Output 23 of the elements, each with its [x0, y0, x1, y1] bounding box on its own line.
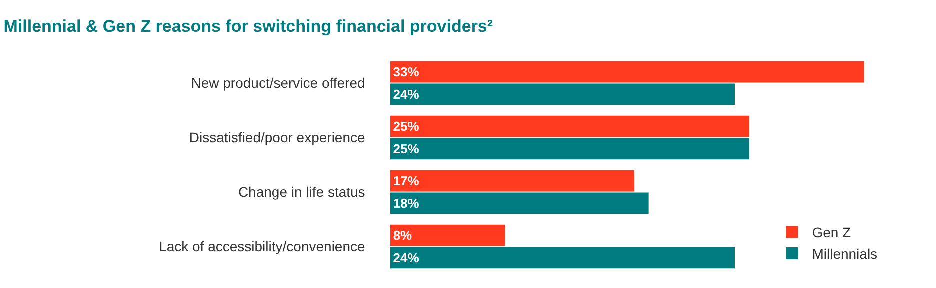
data-label: 33%: [393, 64, 420, 80]
bar: [390, 247, 735, 269]
data-label: 24%: [393, 86, 420, 102]
data-label: 25%: [393, 119, 420, 134]
bar: [390, 138, 750, 160]
bar: [390, 224, 506, 246]
data-label: 24%: [393, 250, 420, 266]
bar: [390, 170, 634, 192]
bar: [390, 84, 735, 106]
y-tick-label: Lack of accessibility/convenience: [159, 238, 366, 255]
data-label: 8%: [393, 228, 413, 244]
bar: [390, 116, 750, 138]
data-label: 17%: [393, 174, 420, 189]
text: Millennial & Gen Z reasons for switching financial providers²: [4, 17, 494, 36]
legend-label: Millennials: [812, 246, 878, 262]
y-tick-label: New product/service offered: [191, 75, 366, 92]
data-label: 25%: [393, 141, 420, 156]
data-label: 18%: [393, 196, 420, 211]
y-tick-label: Dissatisfied/poor experience: [189, 130, 366, 146]
bar: [390, 61, 864, 83]
y-tick-label: Change in life status: [238, 184, 366, 200]
bar: [390, 192, 649, 214]
legend-label: Gen Z: [812, 224, 852, 241]
